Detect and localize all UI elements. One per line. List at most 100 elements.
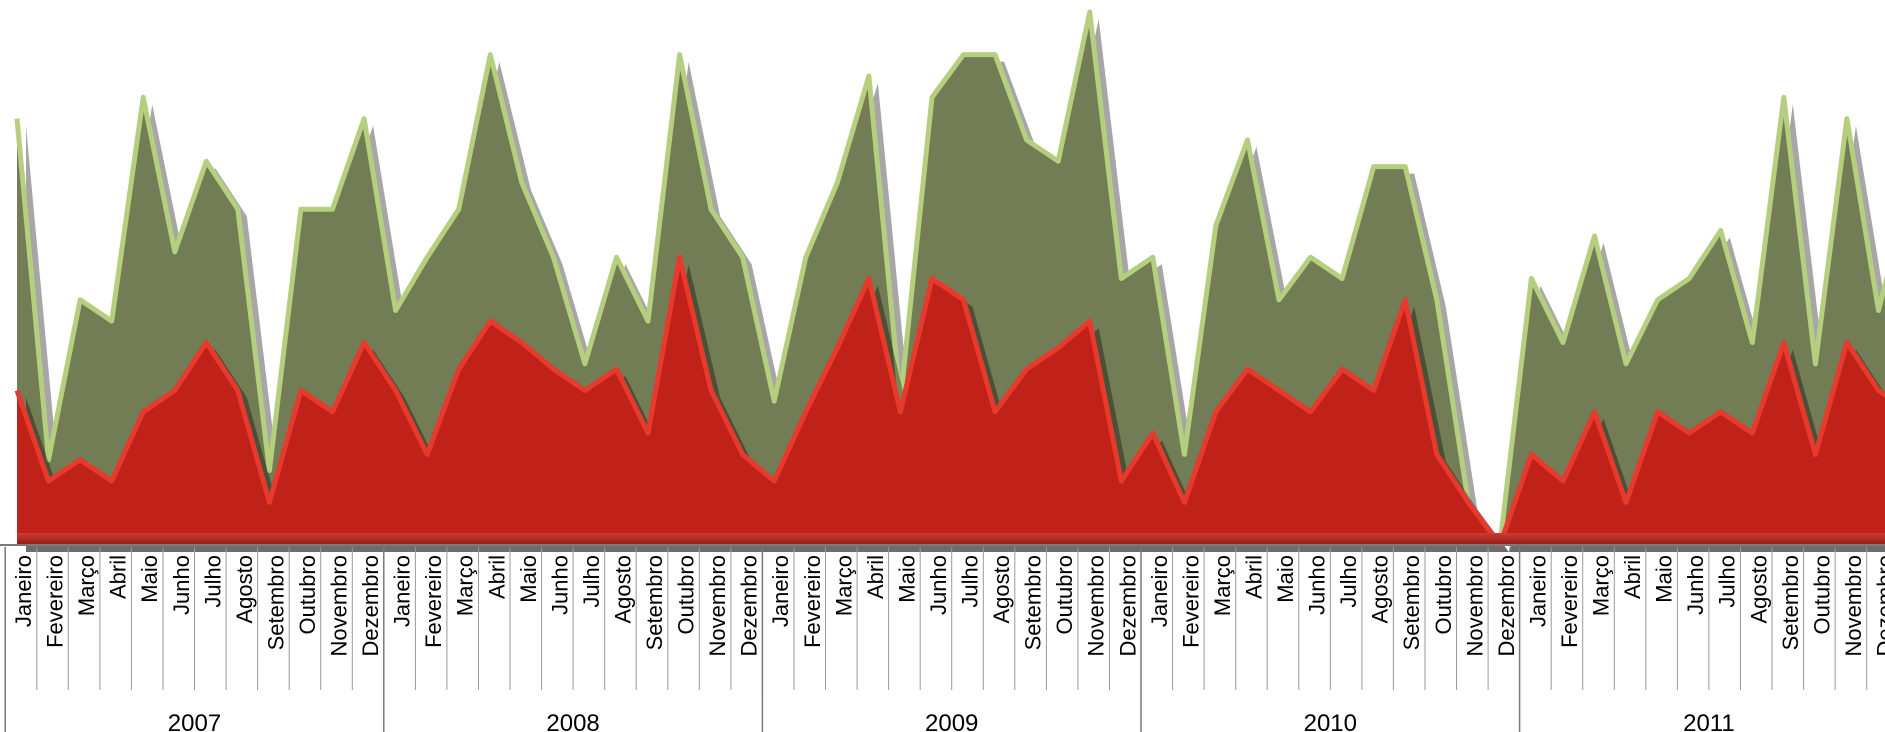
- series-total-area-point: [363, 118, 365, 120]
- series-total-area-point: [1152, 256, 1154, 258]
- series-front-area-point: [395, 389, 397, 391]
- month-tick-label: Setembro: [1399, 555, 1424, 650]
- series-front-area-point: [805, 411, 807, 413]
- series-total-area-point: [742, 256, 744, 258]
- series-front-area-point: [363, 342, 365, 344]
- month-tick-label: Novembro: [327, 555, 352, 656]
- month-tick-label: Fevereiro: [1557, 555, 1582, 648]
- month-tick-label: Janeiro: [1147, 555, 1172, 627]
- series-front-area-point: [1026, 368, 1028, 370]
- series-total-area-point: [268, 469, 270, 471]
- month-tick-label: Julho: [579, 555, 604, 608]
- series-front-area-point: [1657, 411, 1659, 413]
- month-tick-label: Novembro: [1084, 555, 1109, 656]
- series-front-area-point: [1341, 368, 1343, 370]
- month-tick-label: Agosto: [1368, 555, 1393, 624]
- series-front-area-point: [79, 459, 81, 461]
- month-tick-label: Novembro: [1841, 555, 1866, 656]
- series-total-area-point: [1026, 139, 1028, 141]
- series-front-area-point: [1878, 389, 1880, 391]
- month-tick-label: Agosto: [611, 555, 636, 624]
- base-band: [17, 533, 1885, 545]
- series-total-area-point: [1530, 278, 1532, 280]
- month-tick-label: Outubro: [1809, 555, 1834, 635]
- month-tick-label: Fevereiro: [421, 555, 446, 648]
- month-tick-label: Abril: [106, 555, 131, 599]
- month-tick-label: Junho: [169, 555, 194, 615]
- series-front-area-point: [458, 368, 460, 370]
- series-total-area-point: [1688, 278, 1690, 280]
- series-front-area-point: [1594, 411, 1596, 413]
- month-tick-label: Julho: [1715, 555, 1740, 608]
- month-tick-label: Julho: [958, 555, 983, 608]
- series-front-area-point: [1530, 453, 1532, 455]
- month-tick-label: Dezembro: [1115, 555, 1140, 656]
- month-tick-label: Julho: [200, 555, 225, 608]
- series-total-area-point: [1846, 118, 1848, 120]
- series-total-area-point: [489, 54, 491, 56]
- series-total-area-point: [836, 182, 838, 184]
- series-total-area-point: [395, 310, 397, 312]
- series-front-area-point: [268, 501, 270, 503]
- series-total-area-point: [1751, 342, 1753, 344]
- series-total-area-point: [647, 320, 649, 322]
- month-tick-label: Dezembro: [1873, 555, 1885, 656]
- series-total-area-point: [458, 208, 460, 210]
- month-tick-label: Setembro: [1778, 555, 1803, 650]
- month-tick-label: Junho: [926, 555, 951, 615]
- series-front-area-point: [1783, 342, 1785, 344]
- series-front-area-point: [1120, 480, 1122, 482]
- month-tick-label: Setembro: [642, 555, 667, 650]
- month-tick-label: Novembro: [705, 555, 730, 656]
- month-tick-label: Junho: [1683, 555, 1708, 615]
- month-tick-label: Setembro: [1021, 555, 1046, 650]
- series-front-area-point: [16, 389, 18, 391]
- series-front-area-point: [868, 278, 870, 280]
- month-tick-label: Maio: [137, 555, 162, 603]
- series-total-area-point: [1783, 96, 1785, 98]
- month-tick-label: Janeiro: [390, 555, 415, 627]
- series-total-area-point: [300, 208, 302, 210]
- series-total-area-point: [237, 208, 239, 210]
- series-total-area-point: [426, 256, 428, 258]
- series-front-area-point: [1846, 342, 1848, 344]
- month-tick-label: Agosto: [1746, 555, 1771, 624]
- series-front-area-point: [1467, 501, 1469, 503]
- month-tick-label: Dezembro: [358, 555, 383, 656]
- series-total-area-point: [1183, 453, 1185, 455]
- month-tick-label: Outubro: [295, 555, 320, 635]
- month-tick-label: Janeiro: [768, 555, 793, 627]
- series-front-area-point: [1751, 432, 1753, 434]
- month-tick-label: Dezembro: [1494, 555, 1519, 656]
- series-total-area-point: [1436, 299, 1438, 301]
- series-front-area-edge: [14, 254, 1885, 548]
- series-total-area-point: [1878, 310, 1880, 312]
- series-front-area-point: [300, 389, 302, 391]
- series-front-area-point: [1688, 432, 1690, 434]
- series-total-area-point: [963, 54, 965, 56]
- series-total-area-point: [1814, 363, 1816, 365]
- series-front-area-point: [48, 480, 50, 482]
- month-tick-label: Outubro: [1431, 555, 1456, 635]
- series-front-area-point: [1089, 320, 1091, 322]
- series-front-area-point: [1404, 299, 1406, 301]
- year-label: 2010: [1304, 710, 1357, 732]
- series-front-area-point: [332, 411, 334, 413]
- series-total-area-point: [552, 256, 554, 258]
- series-front-area-point: [1278, 389, 1280, 391]
- month-tick-label: Outubro: [1052, 555, 1077, 635]
- series-front-area-point: [1215, 411, 1217, 413]
- series-front-area-point: [1562, 480, 1564, 482]
- x-axis: Janeiro Fevereiro Março Abril Maio Junho Julho…: [0, 544, 1885, 732]
- month-tick-label: Janeiro: [11, 555, 36, 627]
- series-front-area-point: [616, 368, 618, 370]
- month-tick-label: Maio: [1273, 555, 1298, 603]
- month-tick-label: Abril: [863, 555, 888, 599]
- series-total-area-point: [773, 400, 775, 402]
- series-front-area-point: [584, 389, 586, 391]
- series-front-area-point: [1152, 432, 1154, 434]
- series-front-area-point: [552, 368, 554, 370]
- month-tick-label: Abril: [1242, 555, 1267, 599]
- year-label: 2008: [546, 710, 599, 732]
- series-total-area-point: [679, 54, 681, 56]
